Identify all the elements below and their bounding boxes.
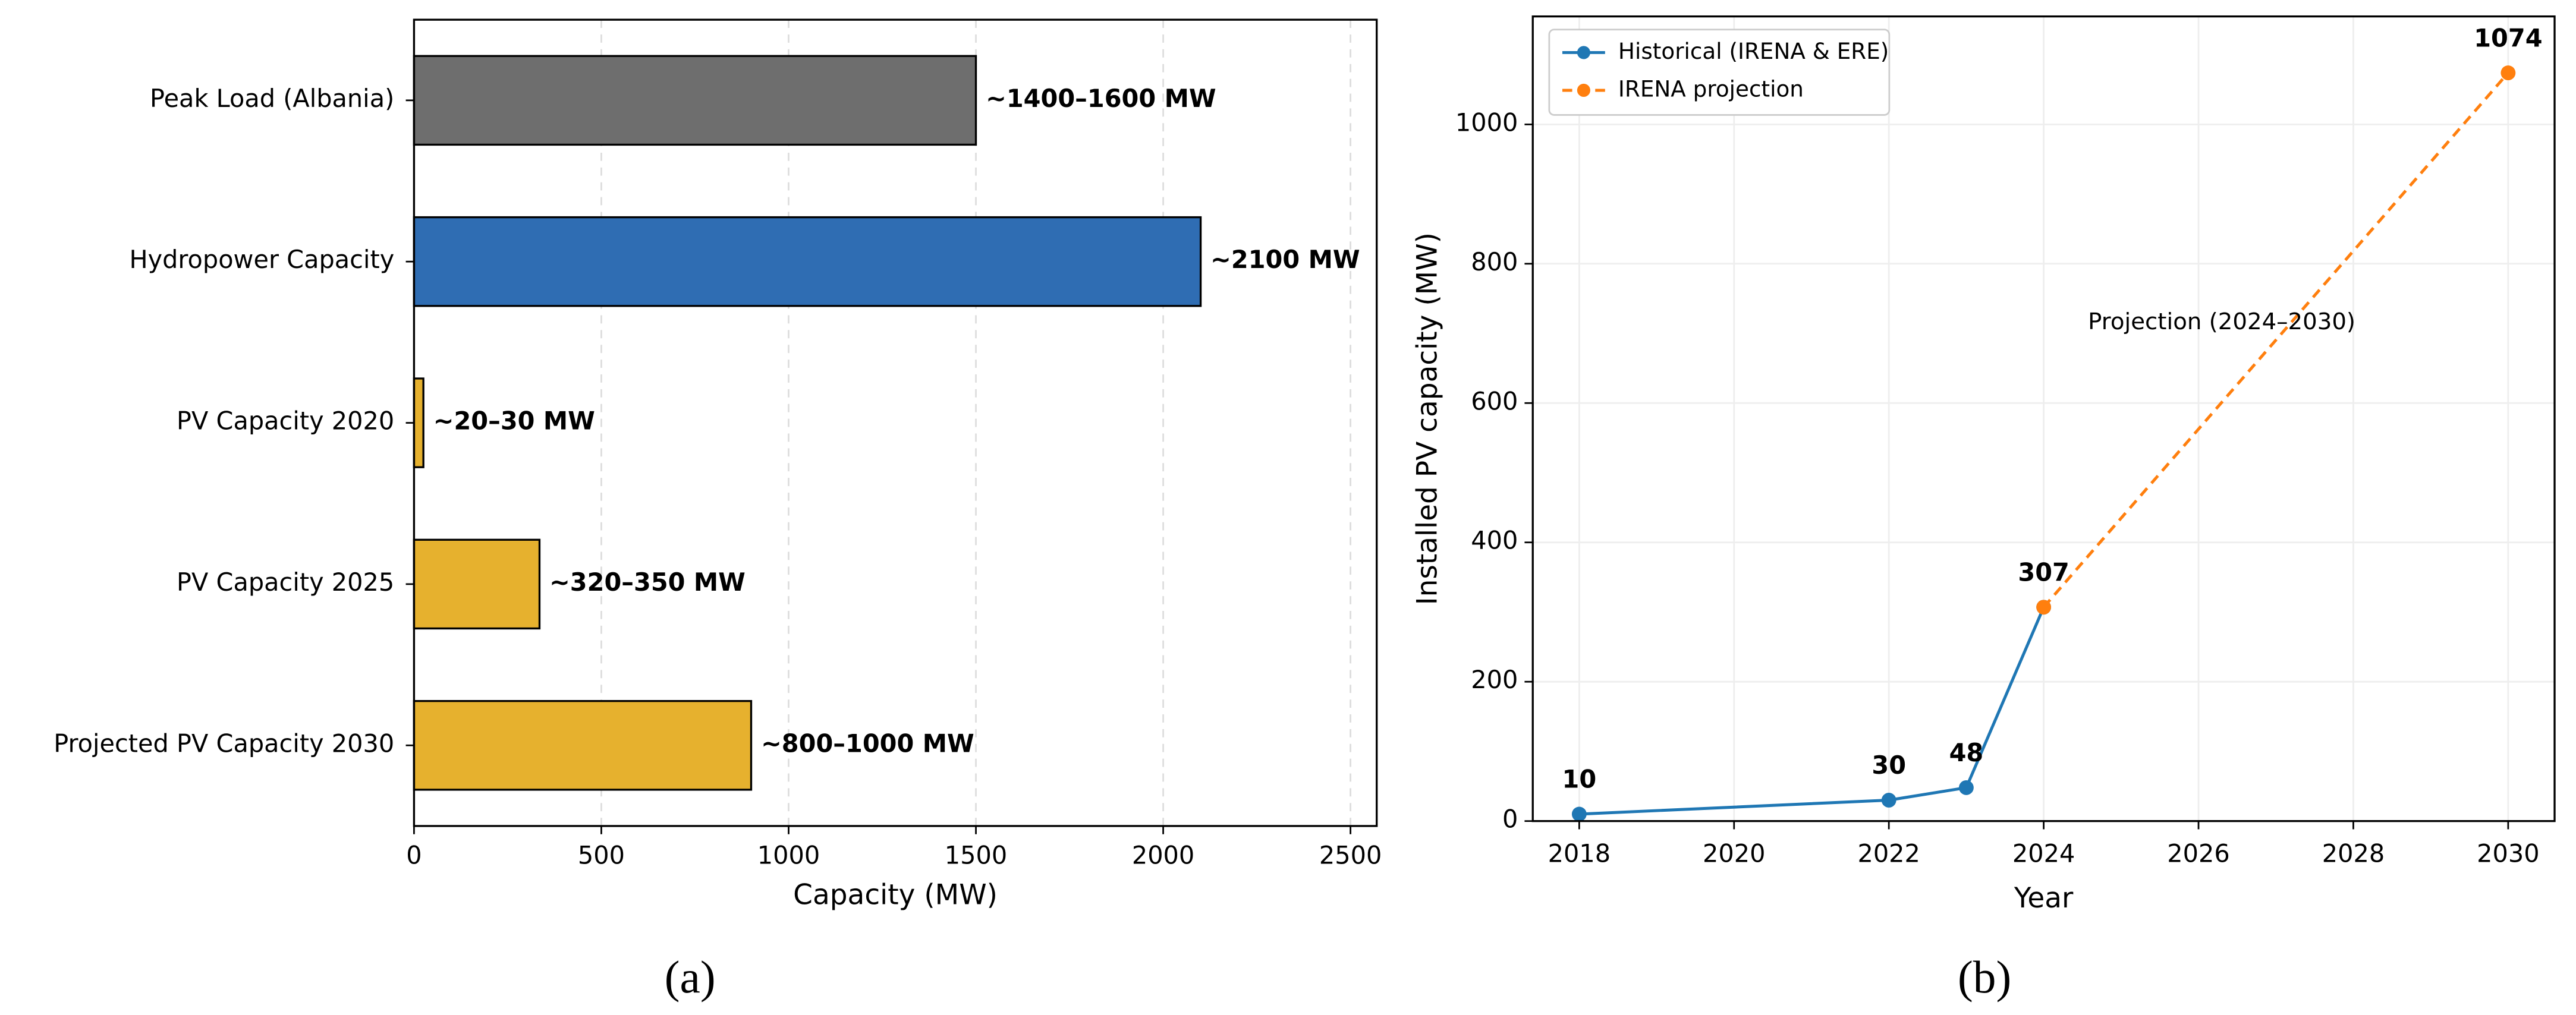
x-tick-label: 2018 [1548, 840, 1611, 868]
x-tick-label: 0 [406, 841, 422, 869]
data-label: 307 [2018, 558, 2069, 587]
y-tick-label: Projected PV Capacity 2030 [54, 729, 394, 758]
value-label: ~320–350 MW [549, 568, 746, 597]
point [1958, 780, 1974, 795]
data-label: 1074 [2474, 24, 2542, 52]
x-tick-label: 2022 [1857, 840, 1920, 868]
bar [413, 699, 753, 791]
x-tick-label: 1500 [945, 841, 1007, 869]
x-tick-label: 2030 [2477, 840, 2539, 868]
series-line [1579, 606, 2045, 816]
x-tick-label: 500 [578, 841, 625, 869]
x-tick-label: 2000 [1132, 841, 1194, 869]
y-tick-label: PV Capacity 2025 [177, 568, 394, 597]
point [1881, 793, 1896, 808]
legend-marker [1577, 83, 1590, 97]
value-label: ~20–30 MW [433, 407, 595, 436]
point [2500, 65, 2516, 81]
y-tick-label: 200 [1471, 666, 1518, 694]
annotation: Projection (2024–2030) [2088, 308, 2355, 335]
legend-label: IRENA projection [1618, 75, 1804, 102]
x-tick-label: 2020 [1703, 840, 1765, 868]
y-axis-label: Installed PV capacity (MW) [1411, 232, 1444, 605]
y-tick-label: 800 [1471, 248, 1518, 276]
y-tick-label: 0 [1502, 805, 1518, 834]
legend-label: Historical (IRENA & ERE) [1618, 38, 1889, 64]
x-tick-label: 1000 [757, 841, 820, 869]
series-line [2042, 71, 2509, 609]
y-tick-label: Peak Load (Albania) [150, 84, 394, 113]
axes-frame [413, 18, 1378, 827]
data-label: 10 [1562, 765, 1597, 794]
value-label: ~1400–1600 MW [986, 84, 1216, 113]
x-axis-label: Capacity (MW) [793, 878, 998, 911]
legend-marker [1577, 46, 1590, 59]
bar [413, 377, 424, 468]
x-tick-label: 2500 [1319, 841, 1382, 869]
y-tick-label: Hydropower Capacity [129, 245, 394, 274]
y-tick-label: 600 [1471, 387, 1518, 415]
value-label: ~800–1000 MW [761, 729, 974, 758]
point [2036, 600, 2052, 615]
x-tick-label: 2028 [2322, 840, 2385, 868]
value-label: ~2100 MW [1210, 245, 1360, 274]
x-axis-label: Year [2014, 882, 2074, 915]
data-label: 30 [1872, 751, 1906, 780]
x-tick-label: 2024 [2012, 840, 2075, 868]
bar [413, 538, 541, 630]
caption: (a) [665, 951, 716, 1003]
bar [413, 216, 1202, 307]
point [1571, 806, 1587, 822]
y-tick-label: 1000 [1455, 108, 1518, 137]
caption: (b) [1958, 951, 2011, 1003]
legend-box [1548, 29, 1891, 116]
x-tick-label: 2026 [2167, 840, 2229, 868]
data-label: 48 [1949, 739, 1984, 767]
y-tick-label: PV Capacity 2020 [177, 407, 394, 436]
bar [413, 55, 977, 146]
y-tick-label: 400 [1471, 527, 1518, 555]
axes-frame [1531, 15, 2556, 822]
